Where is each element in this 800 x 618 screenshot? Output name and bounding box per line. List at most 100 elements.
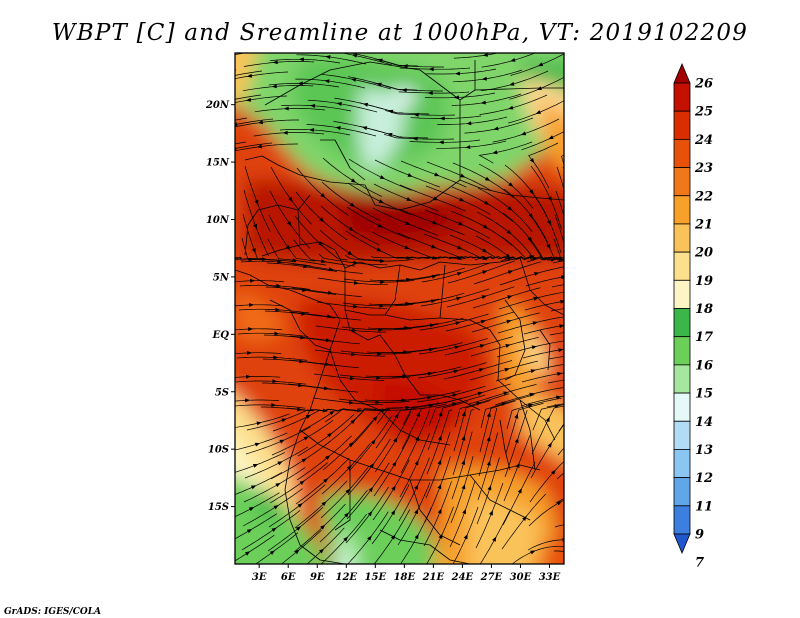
streamline-arrowhead <box>287 221 292 227</box>
streamline <box>235 534 275 562</box>
streamline <box>478 407 498 477</box>
colorbar-label: 13 <box>695 443 713 458</box>
streamline-arrowhead <box>412 136 418 141</box>
streamline <box>322 420 373 471</box>
streamline <box>319 489 368 543</box>
colorbar-label: 7 <box>695 556 704 571</box>
streamline <box>580 240 632 260</box>
streamline <box>314 349 386 357</box>
streamlines <box>235 53 651 603</box>
streamline <box>246 409 315 431</box>
streamline <box>235 380 307 385</box>
streamline <box>529 189 562 253</box>
streamline-arrowhead <box>531 345 537 350</box>
streamline <box>293 503 346 553</box>
streamline <box>297 413 355 457</box>
streamline-arrowhead <box>248 507 255 512</box>
streamline <box>502 462 536 526</box>
streamline <box>400 160 467 188</box>
streamline <box>319 229 381 261</box>
streamline-arrowhead <box>554 404 560 409</box>
streamline <box>581 528 649 545</box>
streamline-arrowhead <box>478 368 485 372</box>
colorbar-label: 9 <box>695 528 704 543</box>
colorbar-segment <box>673 392 691 422</box>
streamline-arrowhead <box>610 380 615 384</box>
streamline-arrowhead <box>548 135 554 140</box>
streamline-arrowhead <box>484 176 491 181</box>
streamline-arrowhead <box>414 484 419 490</box>
streamline-arrowhead <box>247 351 253 355</box>
streamline <box>503 188 549 244</box>
streamline-arrowhead <box>381 408 387 413</box>
streamline-arrowhead <box>520 131 527 136</box>
streamline-arrowhead <box>461 484 466 490</box>
streamline <box>549 332 564 336</box>
streamline <box>521 131 564 151</box>
streamline <box>428 394 486 427</box>
streamline <box>269 58 341 64</box>
colorbar-label: 19 <box>695 274 713 289</box>
colorbar-label: 20 <box>694 246 713 261</box>
x-tick-label: 15E <box>365 572 387 583</box>
streamline-arrowhead <box>194 99 199 103</box>
streamline <box>454 393 510 428</box>
streamline-arrowhead <box>529 392 535 397</box>
x-tick-label: 3E <box>252 572 267 583</box>
streamline <box>398 91 470 94</box>
streamline <box>409 139 481 143</box>
streamline-arrowhead <box>537 62 544 67</box>
streamline <box>530 165 562 230</box>
streamline-arrowhead <box>456 48 461 52</box>
streamline-arrowhead <box>245 398 251 403</box>
streamline-arrowhead <box>246 374 252 379</box>
streamline-arrowhead <box>405 301 411 306</box>
streamline-arrowhead <box>504 367 510 372</box>
streamline <box>553 575 617 603</box>
streamline <box>235 399 280 402</box>
streamline-arrowhead <box>367 511 373 517</box>
streamline-arrowhead <box>556 501 562 506</box>
streamline <box>424 456 451 523</box>
y-tick-label: 20N <box>205 100 230 111</box>
streamline-arrowhead <box>377 58 383 63</box>
streamline-arrowhead <box>297 81 303 86</box>
streamline <box>451 431 473 500</box>
streamline-arrowhead <box>405 221 411 225</box>
streamline-arrowhead <box>529 189 534 195</box>
streamline-arrowhead <box>528 213 534 219</box>
streamline-arrowhead <box>361 126 368 131</box>
streamline <box>452 69 523 83</box>
streamline <box>255 532 299 564</box>
streamline <box>296 435 352 481</box>
streamline-arrowhead <box>392 461 397 467</box>
streamline-arrowhead <box>401 88 407 93</box>
streamline-arrowhead <box>248 327 254 332</box>
streamline <box>527 573 594 592</box>
streamline <box>397 482 431 546</box>
streamline-arrowhead <box>404 326 410 330</box>
streamline <box>476 457 500 525</box>
colorbar-segment <box>673 279 691 309</box>
streamline-arrowhead <box>457 245 463 250</box>
streamline-arrowhead <box>530 369 536 374</box>
streamline-arrowhead <box>271 527 277 532</box>
streamline <box>511 545 564 564</box>
streamline-arrowhead <box>295 526 302 531</box>
streamline-arrowhead <box>275 482 281 488</box>
streamline <box>584 439 651 456</box>
streamline-arrowhead <box>453 369 459 374</box>
streamline-arrowhead <box>323 478 329 483</box>
streamline <box>374 411 412 473</box>
x-tick-label: 27E <box>480 572 503 583</box>
streamline-arrowhead <box>414 508 419 515</box>
streamline-arrowhead <box>394 413 399 419</box>
streamline <box>420 288 490 307</box>
streamline-arrowhead <box>529 158 535 164</box>
streamline-arrowhead <box>170 47 175 51</box>
streamline <box>306 124 377 137</box>
streamline <box>313 373 385 381</box>
streamline-arrowhead <box>492 150 498 155</box>
streamline-arrowhead <box>589 255 594 259</box>
streamline <box>324 408 391 423</box>
